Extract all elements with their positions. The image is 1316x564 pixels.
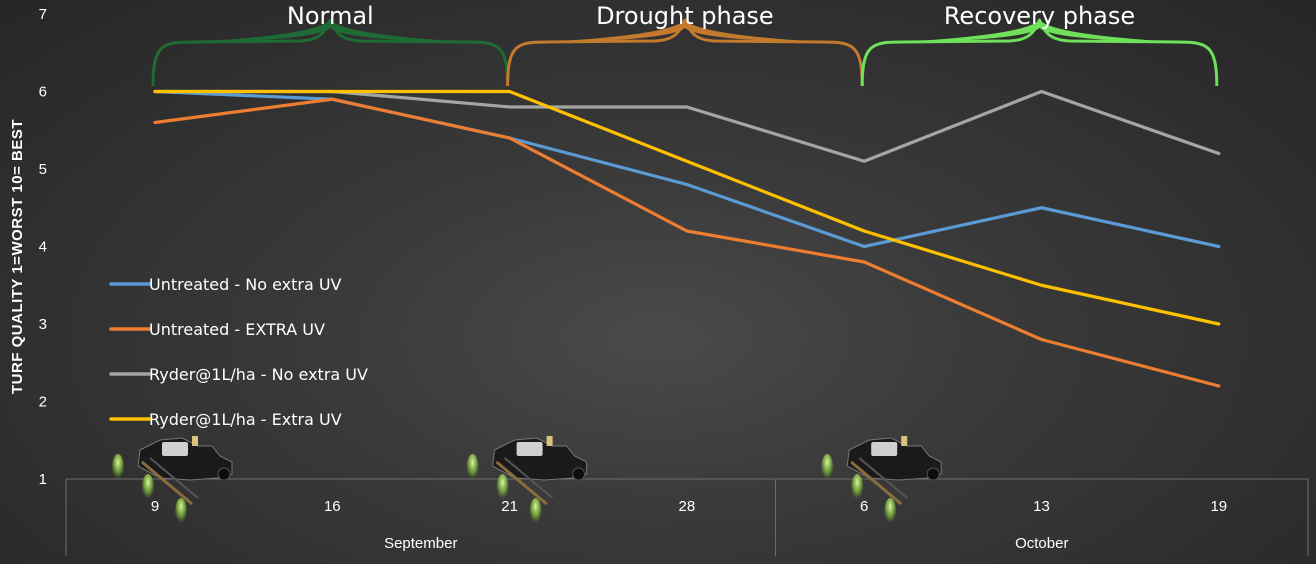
phase-label: Recovery phase	[944, 2, 1135, 30]
sprayer-boom	[850, 460, 903, 506]
x-tick-label: 28	[679, 498, 696, 515]
legend-label: Ryder@1L/ha - No extra UV	[149, 365, 368, 384]
x-tick-label: 19	[1210, 498, 1227, 515]
phase-brace-fill	[173, 20, 488, 43]
y-tick-label: 5	[39, 161, 47, 178]
sprayer-boom	[503, 457, 554, 499]
sprayer-icon	[821, 436, 942, 526]
sprayer-nozzle-top	[901, 436, 908, 446]
month-label: October	[1015, 535, 1068, 552]
sprayer-icons	[112, 436, 942, 526]
sprayer-boom	[149, 457, 199, 499]
x-tick-label: 13	[1033, 498, 1050, 515]
sprayer-boom	[495, 460, 548, 506]
spray-plume	[529, 498, 542, 526]
y-tick-label: 2	[39, 394, 47, 411]
sprayer-nozzle-top	[546, 436, 553, 446]
y-tick-label: 3	[39, 316, 47, 333]
sprayer-wheel	[217, 467, 231, 481]
sprayer-tank	[516, 442, 543, 456]
spray-plume	[496, 474, 509, 502]
sprayer-wheel	[926, 467, 940, 481]
sprayer-icon	[466, 436, 588, 526]
spray-plume	[175, 498, 187, 526]
sprayer-tank	[871, 442, 898, 456]
y-tick-label: 4	[39, 239, 47, 256]
data-series	[153, 89, 1221, 388]
phase-brace-fill	[527, 20, 843, 43]
spray-plume	[142, 474, 154, 502]
sprayer-nozzle-top	[192, 436, 198, 446]
legend-label: Untreated - No extra UV	[149, 275, 342, 294]
month-label: September	[384, 535, 457, 552]
x-tick-label: 21	[501, 498, 518, 515]
sprayer-wheel	[572, 467, 586, 481]
x-tick-label: 6	[860, 498, 868, 515]
legend: Untreated - No extra UV Untreated - EXTRA…	[109, 275, 368, 429]
series-line	[153, 89, 1221, 326]
y-tick-label: 1	[39, 471, 47, 488]
legend-label: Ryder@1L/ha - Extra UV	[149, 410, 342, 429]
y-tick-label: 6	[39, 84, 47, 101]
spray-plume	[821, 454, 834, 482]
sprayer-icon	[112, 436, 233, 526]
spray-plume	[466, 454, 479, 482]
legend-label: Untreated - EXTRA UV	[149, 320, 325, 339]
axes: 1 2 3 4 5 6 7 TURF QUALITY 1=WORST 10= BEST 9 16 2…	[9, 6, 1309, 556]
phase-annotations: Normal Drought phase Recovery phase	[151, 2, 1219, 87]
spray-plume	[112, 454, 124, 482]
series-line	[153, 89, 1221, 249]
x-tick-label: 16	[324, 498, 341, 515]
phase-label: Normal	[287, 2, 374, 30]
y-tick-label: 7	[39, 6, 47, 23]
sprayer-boom	[141, 460, 193, 506]
spray-plume	[884, 498, 897, 526]
phase-label: Drought phase	[596, 2, 774, 30]
sprayer-tank	[162, 442, 188, 456]
sprayer-boom	[858, 457, 908, 499]
phase-brace-fill	[882, 20, 1197, 43]
series-line	[153, 97, 1221, 388]
x-tick-label: 9	[151, 498, 159, 515]
y-axis-label: TURF QUALITY 1=WORST 10= BEST	[9, 119, 26, 394]
spray-plume	[851, 474, 864, 502]
